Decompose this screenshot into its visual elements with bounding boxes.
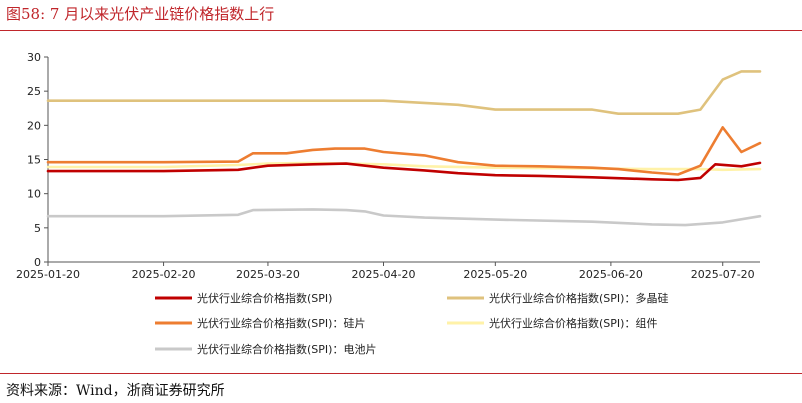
y-tick-label: 15 <box>27 154 41 167</box>
series-line <box>46 161 762 182</box>
x-tick-label: 2025-07-20 <box>691 268 755 281</box>
x-tick-label: 2025-01-20 <box>16 268 80 281</box>
x-tick-label: 2025-04-20 <box>352 268 416 281</box>
source-note: 资料来源：Wind，浙商证券研究所 <box>6 383 225 399</box>
y-tick-label: 5 <box>34 222 41 235</box>
series-line <box>46 161 762 172</box>
y-tick-label: 10 <box>27 188 41 201</box>
legend-label: 光伏行业综合价格指数(SPI)：硅片 <box>197 316 365 330</box>
y-tick-label: 30 <box>27 51 41 64</box>
legend-label: 光伏行业综合价格指数(SPI)：组件 <box>489 316 657 330</box>
legend-label: 光伏行业综合价格指数(SPI)：电池片 <box>197 342 376 356</box>
top-divider <box>0 30 802 31</box>
x-tick-label: 2025-06-20 <box>579 268 643 281</box>
y-tick-label: 25 <box>27 85 41 98</box>
legend-label: 光伏行业综合价格指数(SPI) <box>197 291 332 305</box>
figure-title: 图58: 7 月以来光伏产业链价格指数上行 <box>6 5 275 23</box>
bottom-divider <box>0 373 802 374</box>
legend-label: 光伏行业综合价格指数(SPI)：多晶硅 <box>489 291 668 305</box>
y-tick-label: 0 <box>34 256 41 269</box>
series-line <box>46 70 762 115</box>
series-line <box>46 126 762 176</box>
line-chart: 0 5 10 15 20 25 30 2025-01-20 2025-02-20 2025-03-… <box>16 51 762 356</box>
x-tick-label: 2025-03-20 <box>236 268 300 281</box>
x-tick-label: 2025-02-20 <box>132 268 196 281</box>
y-tick-label: 20 <box>27 119 41 132</box>
series-line <box>46 208 762 227</box>
x-tick-label: 2025-05-20 <box>463 268 527 281</box>
